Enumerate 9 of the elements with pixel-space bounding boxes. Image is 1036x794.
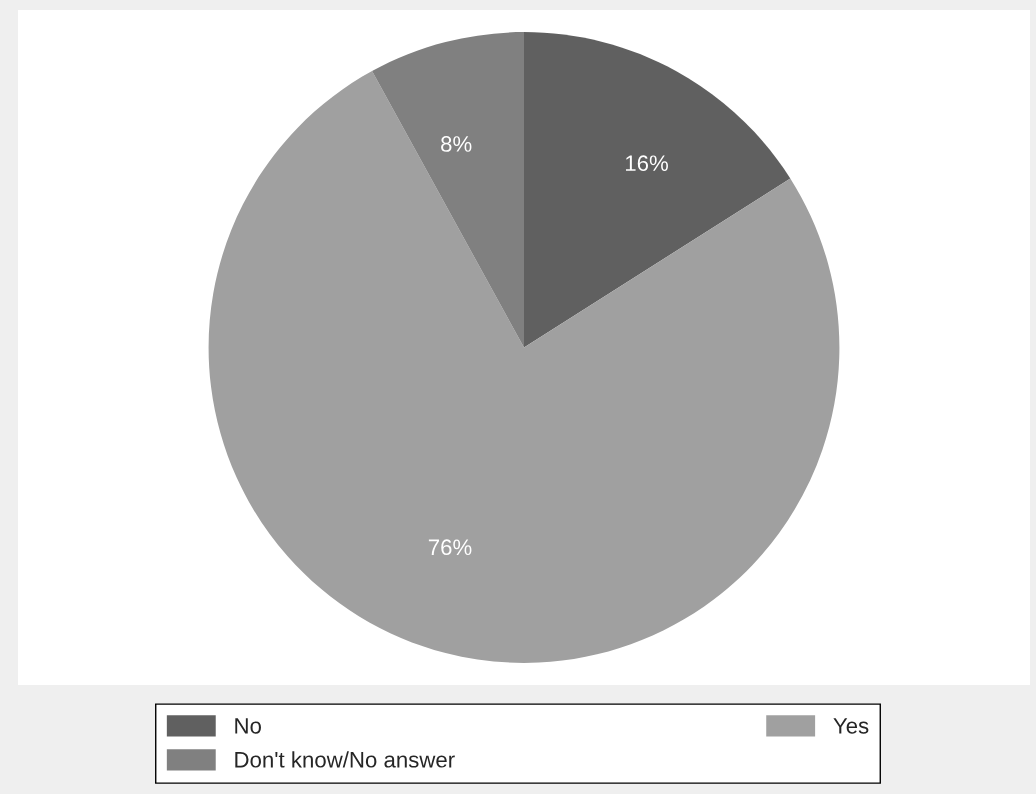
pie-slice [372, 32, 524, 348]
pie-slice [524, 32, 791, 348]
legend-label: Yes [833, 718, 869, 734]
legend-label: Don't know/No answer [235, 751, 455, 768]
data-label: 76% [428, 539, 472, 556]
legend-label: No [235, 718, 261, 734]
data-label: 16% [625, 155, 668, 172]
pie-slice [208, 71, 840, 663]
data-label: 8% [441, 136, 472, 152]
